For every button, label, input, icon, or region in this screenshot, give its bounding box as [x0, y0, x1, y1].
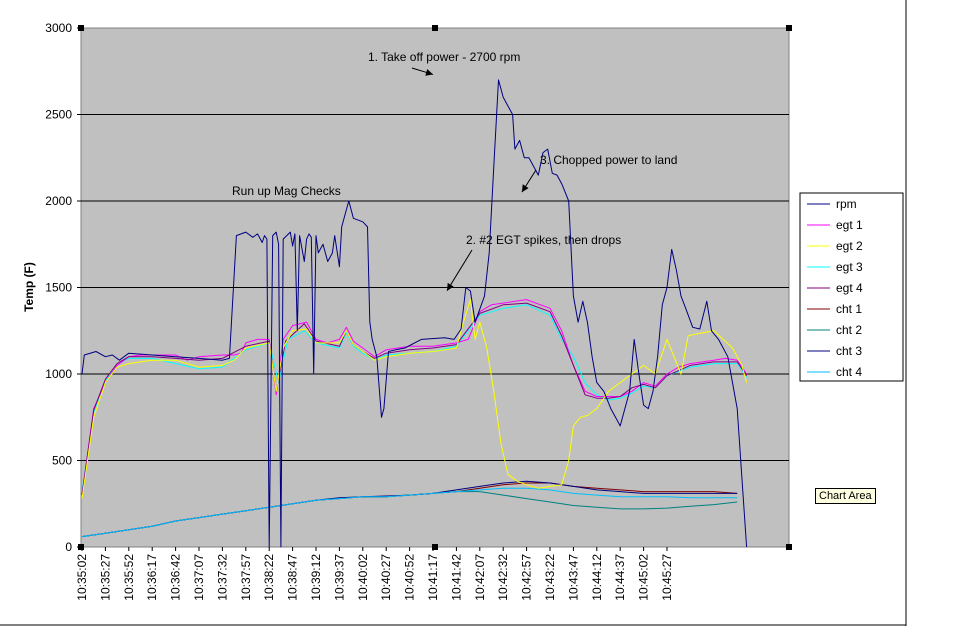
- series-layer: [81, 79, 748, 548]
- x-tick-label: 10:36:17: [145, 554, 159, 601]
- x-tick-label: 10:35:02: [75, 554, 89, 601]
- legend-label: cht 3: [836, 344, 862, 358]
- legend-label: cht 1: [836, 302, 862, 316]
- series-line-egt-1[interactable]: [81, 299, 748, 496]
- legend-label: cht 4: [836, 365, 862, 379]
- selection-handles[interactable]: [78, 25, 792, 550]
- legend-label: egt 2: [836, 239, 863, 253]
- x-tick-label: 10:35:27: [98, 554, 112, 601]
- x-tick-label: 10:39:12: [309, 554, 323, 601]
- x-tick-label: 10:39:37: [332, 554, 346, 601]
- series-line-cht-4[interactable]: [81, 487, 738, 538]
- series-line-rpm[interactable]: [81, 79, 748, 548]
- y-tick-label: 1000: [45, 367, 72, 381]
- x-tick-label: 10:41:17: [426, 554, 440, 601]
- legend-label: egt 4: [836, 281, 863, 295]
- x-tick-label: 10:42:32: [496, 554, 510, 601]
- x-tick-label: 10:42:07: [473, 554, 487, 601]
- y-tick-label: 0: [65, 540, 72, 554]
- annotation-arrowhead: [447, 282, 454, 291]
- x-tick-label: 10:45:02: [637, 554, 651, 601]
- x-tick-label: 10:38:22: [262, 554, 276, 601]
- x-tick-label: 10:43:47: [566, 554, 580, 601]
- y-tick-label: 500: [52, 454, 72, 468]
- x-tick-label: 10:43:22: [543, 554, 557, 601]
- chart-area-tooltip: Chart Area: [815, 488, 876, 504]
- x-tick-label: 10:38:47: [286, 554, 300, 601]
- x-tick-label: 10:45:27: [660, 554, 674, 601]
- x-tick-label: 10:37:07: [192, 554, 206, 601]
- legend: rpm egt 1 egt 2 egt 3 egt 4 cht 1 cht 2 cht 3 ch…: [807, 197, 863, 379]
- annotation-arrowhead: [521, 184, 529, 193]
- x-tick-label: 10:40:02: [356, 554, 370, 601]
- y-tick-label: 2500: [45, 108, 72, 122]
- series-line-egt-4[interactable]: [81, 302, 748, 496]
- legend-label: egt 1: [836, 218, 863, 232]
- legend-box[interactable]: [799, 192, 904, 382]
- legend-label: rpm: [836, 197, 857, 211]
- annotation: 2. #2 EGT spikes, then drops: [466, 233, 621, 247]
- y-tick-label: 2000: [45, 194, 72, 208]
- x-tick-label: 10:40:52: [403, 554, 417, 601]
- annotation: 1. Take off power - 2700 rpm: [368, 50, 520, 64]
- x-tick-label: 10:37:57: [239, 554, 253, 601]
- x-tick-label: 10:35:52: [122, 554, 136, 601]
- y-tick-label: 1500: [45, 281, 72, 295]
- gridlines: [81, 114, 789, 461]
- y-tick-label: 3000: [45, 21, 72, 35]
- annotation-arrow: [446, 249, 473, 291]
- annotation-arrowhead: [425, 69, 433, 76]
- x-tick-label: 10:44:37: [613, 554, 627, 601]
- x-tick-label: 10:40:27: [379, 554, 393, 601]
- x-tick-label: 10:41:42: [449, 554, 463, 601]
- legend-label: cht 2: [836, 323, 862, 337]
- x-tick-label: 10:36:42: [169, 554, 183, 601]
- annotations: 1. Take off power - 2700 rpm 3. Chopped p…: [232, 50, 677, 291]
- y-axis-ticks: 0 500 1000 1500 2000 2500 3000: [45, 21, 81, 554]
- series-line-egt-2[interactable]: [81, 299, 748, 499]
- y-axis-label: Temp (F): [22, 262, 36, 312]
- x-axis-ticks: 10:35:02 10:35:27 10:35:52 10:36:17 10:36:42…: [75, 547, 674, 601]
- legend-label: egt 3: [836, 260, 863, 274]
- x-tick-label: 10:44:12: [590, 554, 604, 601]
- annotation: Run up Mag Checks: [232, 184, 341, 198]
- series-line-egt-3[interactable]: [81, 304, 748, 492]
- x-tick-label: 10:37:32: [215, 554, 229, 601]
- annotation: 3. Chopped power to land: [540, 153, 677, 167]
- x-tick-label: 10:42:57: [520, 554, 534, 601]
